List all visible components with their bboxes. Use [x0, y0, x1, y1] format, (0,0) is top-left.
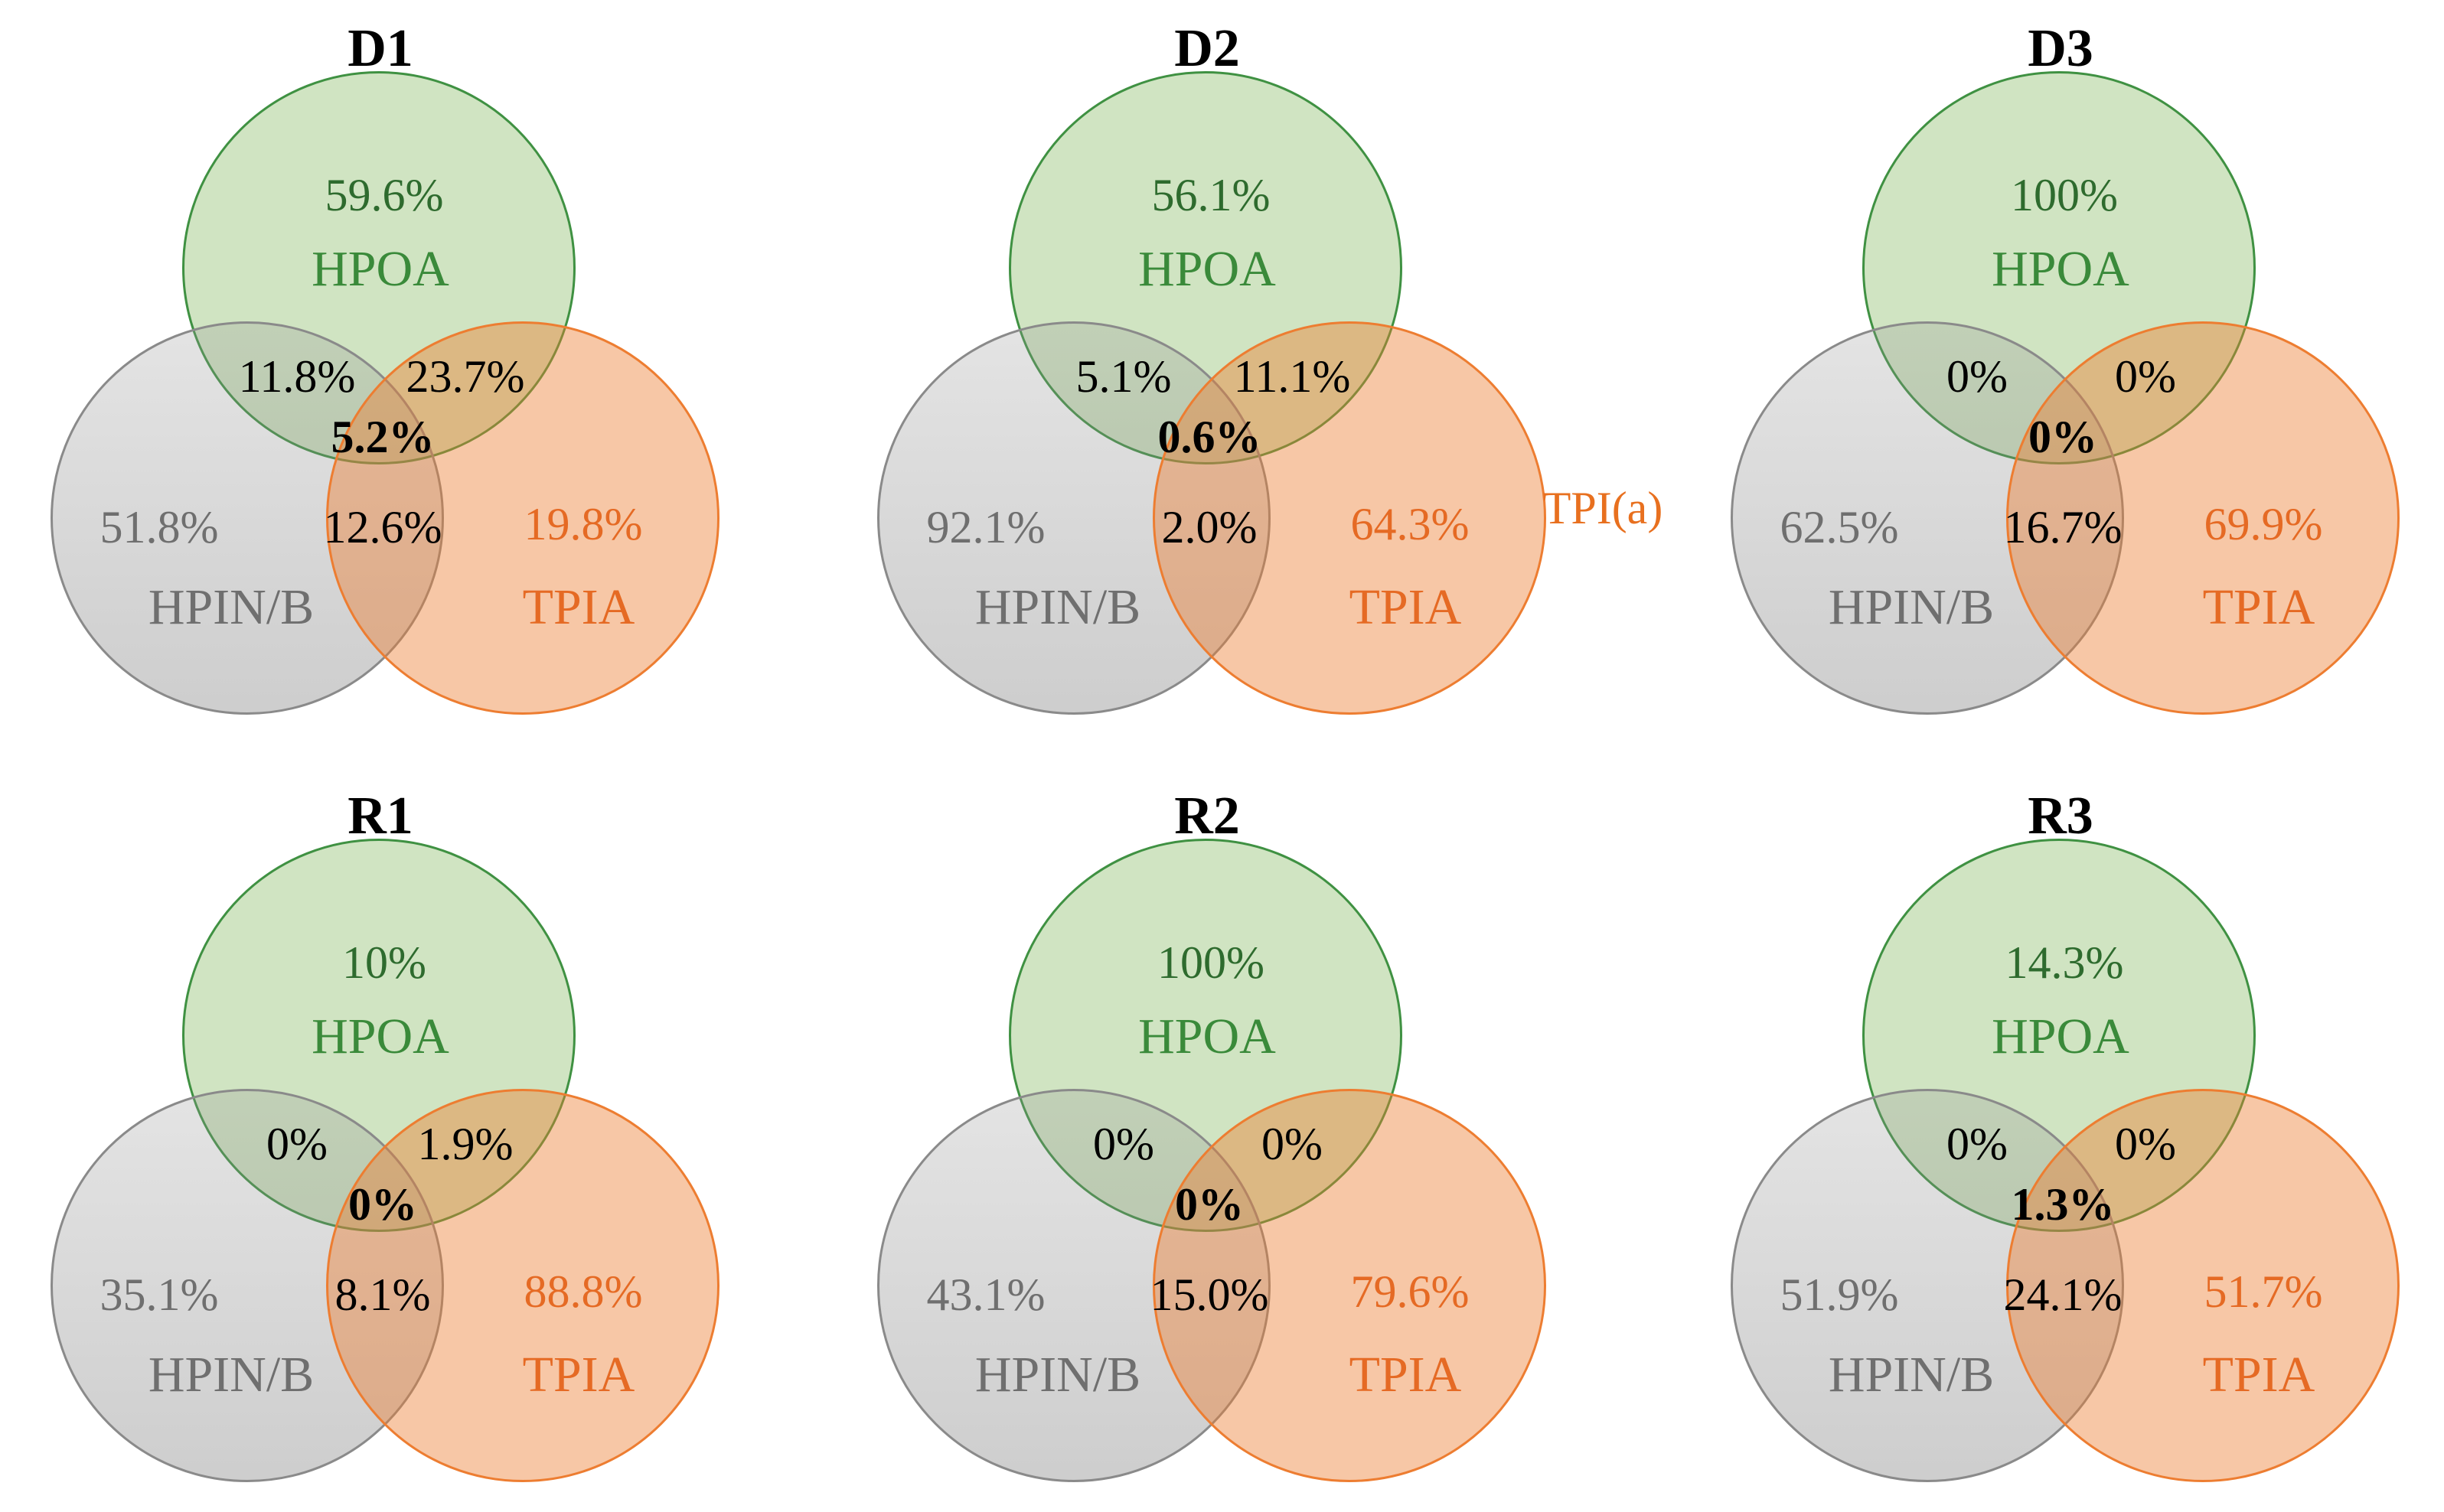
panel-title: D2 [1174, 19, 1240, 78]
hpinb-only-value: 92.1% [926, 502, 1046, 552]
tpia-set-label: TPIA [522, 1347, 635, 1403]
hpinb-tpia-overlap-value: 24.1% [2003, 1269, 2123, 1320]
panel-title: D3 [2028, 19, 2093, 78]
hpoa-set-label: HPOA [312, 241, 449, 297]
hpinb-tpia-overlap-value: 8.1% [334, 1269, 431, 1320]
hpoa-set-label: HPOA [312, 1009, 449, 1064]
hpoa-hpinb-overlap-value: 0% [1946, 351, 2008, 402]
triple-overlap-value: 0% [1175, 1179, 1244, 1230]
tpia-circle [1153, 1089, 1546, 1482]
hpinb-tpia-overlap-value: 16.7% [2003, 502, 2123, 552]
hpinb-tpia-overlap-value: 15.0% [1150, 1269, 1269, 1320]
hpoa-tpia-overlap-value: 1.9% [417, 1119, 514, 1169]
hpinb-only-value: 62.5% [1780, 502, 1899, 552]
hpinb-tpia-overlap-value: 12.6% [323, 502, 442, 552]
venn-panel-r3: R3 14.3% HPOA 0% 0% 1.3% 51.9% HPIN/B 24… [1680, 767, 2444, 1512]
hpinb-set-label: HPIN/B [1828, 1347, 1995, 1403]
venn-panel-r2: R2 100% HPOA 0% 0% 0% 43.1% HPIN/B 15.0%… [827, 767, 1641, 1512]
hpinb-tpia-overlap-value: 2.0% [1161, 502, 1258, 552]
hpinb-only-value: 51.8% [100, 502, 219, 552]
tpia-only-value: 88.8% [524, 1266, 643, 1317]
panel-title: R1 [348, 787, 413, 846]
hpoa-hpinb-overlap-value: 0% [1093, 1119, 1154, 1169]
panel-title: D1 [348, 19, 413, 78]
venn-panel-d1: D1 59.6% HPOA 11.8% 23.7% 5.2% 51.8% HPI… [0, 0, 814, 745]
tpia-only-value: 51.7% [2204, 1266, 2323, 1317]
hpoa-hpinb-overlap-value: 0% [266, 1119, 328, 1169]
tpia-set-label: TPIA [2202, 579, 2315, 635]
hpoa-set-label: HPOA [1992, 1009, 2129, 1064]
hpoa-hpinb-overlap-value: 5.1% [1075, 351, 1172, 402]
hpoa-tpia-overlap-value: 0% [2115, 351, 2176, 402]
tpia-circle [1153, 321, 1546, 715]
hpoa-only-value: 56.1% [1151, 170, 1271, 220]
panel-title: R3 [2028, 787, 2093, 846]
tpia-set-label: TPIA [1349, 1347, 1462, 1403]
hpinb-only-value: 51.9% [1780, 1269, 1899, 1320]
tpia-only-value: 79.6% [1350, 1266, 1470, 1317]
triple-overlap-value: 5.2% [331, 412, 435, 462]
hpoa-hpinb-overlap-value: 0% [1946, 1119, 2008, 1169]
venn-panel-r1: R1 10% HPOA 0% 1.9% 0% 35.1% HPIN/B 8.1%… [0, 767, 814, 1512]
tpia-set-label: TPIA [522, 579, 635, 635]
hpinb-set-label: HPIN/B [974, 1347, 1141, 1403]
hpoa-only-value: 100% [1157, 937, 1264, 988]
tpia-only-value: 69.9% [2204, 499, 2323, 549]
tpia-only-value: 19.8% [524, 499, 643, 549]
tpia-only-value: 64.3% [1350, 499, 1470, 549]
tpia-set-label: TPIA [1349, 579, 1462, 635]
hpoa-hpinb-overlap-value: 11.8% [238, 351, 356, 402]
hpinb-set-label: HPIN/B [148, 579, 315, 635]
hpoa-tpia-overlap-value: 23.7% [406, 351, 525, 402]
triple-overlap-value: 1.3% [2011, 1179, 2115, 1230]
tpia-circle [326, 1089, 719, 1482]
tpia-circle [2006, 1089, 2400, 1482]
hpoa-only-value: 10% [342, 937, 426, 988]
tpia-circle [326, 321, 719, 715]
hpoa-tpia-overlap-value: 11.1% [1233, 351, 1351, 402]
hpoa-tpia-overlap-value: 0% [2115, 1119, 2176, 1169]
hpinb-set-label: HPIN/B [974, 579, 1141, 635]
hpoa-tpia-overlap-value: 0% [1261, 1119, 1323, 1169]
triple-overlap-value: 0.6% [1157, 412, 1261, 462]
hpinb-only-value: 43.1% [926, 1269, 1046, 1320]
hpinb-set-label: HPIN/B [1828, 579, 1995, 635]
tpia-side-label: TPI(a) [1542, 483, 1663, 533]
hpoa-set-label: HPOA [1992, 241, 2129, 297]
triple-overlap-value: 0% [2028, 412, 2097, 462]
hpinb-only-value: 35.1% [100, 1269, 219, 1320]
triple-overlap-value: 0% [348, 1179, 417, 1230]
panel-title: R2 [1174, 787, 1240, 846]
hpoa-only-value: 100% [2011, 170, 2118, 220]
hpinb-set-label: HPIN/B [148, 1347, 315, 1403]
venn-panel-d2: D2 56.1% HPOA 5.1% 11.1% 0.6% 92.1% HPIN… [827, 0, 1663, 745]
hpoa-set-label: HPOA [1138, 1009, 1276, 1064]
tpia-circle [2006, 321, 2400, 715]
hpoa-set-label: HPOA [1138, 241, 1276, 297]
tpia-set-label: TPIA [2202, 1347, 2315, 1403]
venn-panel-d3: D3 100% HPOA 0% 0% 0% 62.5% HPIN/B 16.7%… [1680, 0, 2444, 745]
hpoa-only-value: 59.6% [325, 170, 444, 220]
hpoa-only-value: 14.3% [2005, 937, 2124, 988]
